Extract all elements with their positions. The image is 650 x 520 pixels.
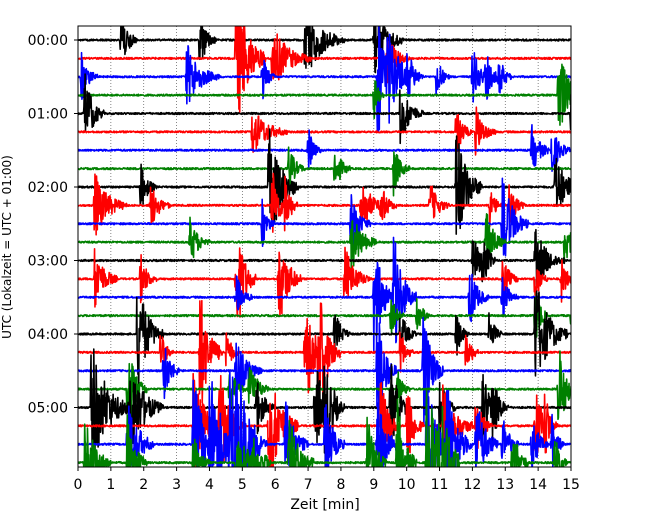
y-axis: 00:00 01:00 02:00 03:00 04:00 05:00 bbox=[28, 33, 78, 417]
x-tick-label: 15 bbox=[562, 477, 580, 493]
x-tick-label: 14 bbox=[529, 477, 547, 493]
trace-line bbox=[78, 26, 571, 133]
y-tick-label: 01:00 bbox=[28, 107, 68, 123]
trace-line bbox=[78, 348, 571, 467]
trace-line bbox=[78, 246, 571, 318]
x-tick-label: 11 bbox=[431, 477, 449, 493]
y-tick-label: 00:00 bbox=[28, 33, 68, 49]
trace-line bbox=[78, 128, 571, 235]
trace-line bbox=[78, 236, 571, 352]
x-tick-label: 7 bbox=[304, 477, 313, 493]
x-axis-label: Zeit [min] bbox=[290, 497, 359, 513]
x-tick-label: 0 bbox=[74, 477, 83, 493]
x-tick-label: 6 bbox=[271, 477, 280, 493]
trace-line bbox=[78, 290, 571, 385]
trace-line bbox=[78, 26, 571, 74]
trace-line bbox=[78, 228, 571, 291]
x-tick-label: 9 bbox=[369, 477, 378, 493]
x-axis: 0 1 2 3 4 5 6 7 8 9 10 11 12 13 14 15 bbox=[74, 467, 580, 493]
x-tick-label: 13 bbox=[496, 477, 514, 493]
trace-line bbox=[78, 212, 571, 277]
trace-line bbox=[78, 106, 571, 156]
y-tick-label: 03:00 bbox=[28, 254, 68, 270]
x-tick-label: 10 bbox=[398, 477, 416, 493]
trace-line bbox=[78, 370, 571, 467]
plot-frame bbox=[77, 25, 572, 468]
trace-line bbox=[78, 73, 571, 145]
trace-line bbox=[78, 26, 571, 114]
y-tick-label: 02:00 bbox=[28, 180, 68, 196]
y-tick-label: 04:00 bbox=[28, 327, 68, 343]
x-tick-label: 4 bbox=[205, 477, 214, 493]
seismogram-traces bbox=[78, 26, 571, 467]
trace-line bbox=[78, 63, 571, 126]
x-tick-label: 12 bbox=[463, 477, 481, 493]
trace-line bbox=[78, 123, 571, 173]
y-tick-label: 05:00 bbox=[28, 401, 68, 417]
x-tick-label: 1 bbox=[106, 477, 115, 493]
x-tick-label: 5 bbox=[238, 477, 247, 493]
trace-line bbox=[78, 146, 571, 197]
y-axis-label: UTC (Lokalzeit = UTC + 01:00) bbox=[0, 155, 14, 339]
x-tick-label: 2 bbox=[139, 477, 148, 493]
x-tick-label: 8 bbox=[336, 477, 345, 493]
trace-line bbox=[78, 177, 571, 257]
trace-line bbox=[78, 172, 571, 236]
trace-line bbox=[78, 387, 571, 467]
x-tick-label: 3 bbox=[172, 477, 181, 493]
